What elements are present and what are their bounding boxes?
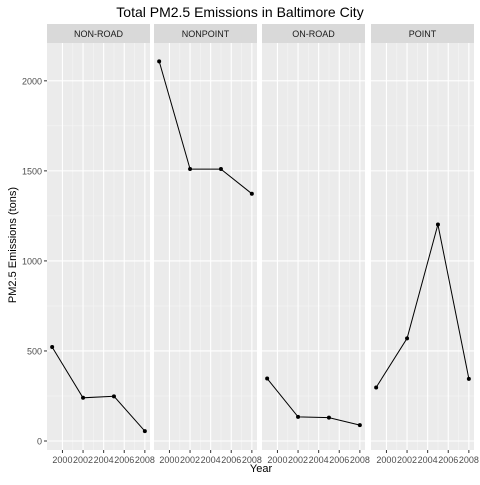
data-point xyxy=(435,222,440,227)
data-point xyxy=(50,344,55,349)
x-tick-label: 2004 xyxy=(309,455,329,465)
data-point xyxy=(466,376,471,381)
x-tick-label: 2008 xyxy=(350,455,370,465)
x-axis-label: Year xyxy=(250,463,273,475)
y-tick-label: 2000 xyxy=(22,76,42,86)
y-tick-label: 0 xyxy=(37,436,42,446)
facet-label: NON-ROAD xyxy=(74,29,123,39)
x-tick-label: 2004 xyxy=(94,455,114,465)
panel-background xyxy=(47,43,150,450)
x-tick-label: 2008 xyxy=(459,455,479,465)
x-tick-label: 2008 xyxy=(135,455,155,465)
series-line xyxy=(375,224,470,388)
data-point xyxy=(326,415,331,420)
series-line xyxy=(51,346,146,432)
x-tick-label: 2002 xyxy=(288,455,308,465)
data-point xyxy=(218,167,223,172)
x-tick-label: 2006 xyxy=(438,455,458,465)
panel-background xyxy=(262,43,365,450)
data-point xyxy=(81,395,86,400)
data-point xyxy=(111,394,116,399)
data-point xyxy=(296,414,301,419)
x-tick-label: 2000 xyxy=(267,455,287,465)
data-point xyxy=(374,385,379,390)
x-tick-label: 2002 xyxy=(397,455,417,465)
x-tick-label: 2006 xyxy=(114,455,134,465)
x-tick-label: 2000 xyxy=(159,455,179,465)
x-tick-label: 2000 xyxy=(52,455,72,465)
x-tick-label: 2000 xyxy=(376,455,396,465)
facet-strip xyxy=(47,24,150,43)
data-point xyxy=(188,167,193,172)
y-tick-label: 500 xyxy=(27,346,42,356)
data-point xyxy=(265,376,270,381)
facet-label: POINT xyxy=(409,29,437,39)
panel-background xyxy=(371,43,474,450)
series-line xyxy=(158,61,253,195)
series-line xyxy=(266,378,361,426)
y-axis-label: PM2.5 Emissions (tons) xyxy=(7,187,19,303)
x-tick-label: 2006 xyxy=(221,455,241,465)
chart-title: Total PM2.5 Emissions in Baltimore City xyxy=(116,4,364,20)
x-tick-label: 2008 xyxy=(242,455,262,465)
facet-strip xyxy=(154,24,257,43)
data-point xyxy=(142,429,147,434)
data-point xyxy=(357,423,362,428)
x-tick-label: 2004 xyxy=(418,455,438,465)
panel-background xyxy=(154,43,257,450)
x-tick-label: 2002 xyxy=(73,455,93,465)
x-tick-label: 2004 xyxy=(201,455,221,465)
data-point xyxy=(249,191,254,196)
y-tick-label: 1500 xyxy=(22,166,42,176)
facet-strip xyxy=(262,24,365,43)
data-point xyxy=(405,336,410,341)
facet-label: ON-ROAD xyxy=(292,29,335,39)
x-tick-label: 2002 xyxy=(180,455,200,465)
facet-label: NONPOINT xyxy=(182,29,230,39)
y-tick-label: 1000 xyxy=(22,256,42,266)
facet-strip xyxy=(371,24,474,43)
x-tick-label: 2006 xyxy=(329,455,349,465)
data-point xyxy=(157,59,162,64)
